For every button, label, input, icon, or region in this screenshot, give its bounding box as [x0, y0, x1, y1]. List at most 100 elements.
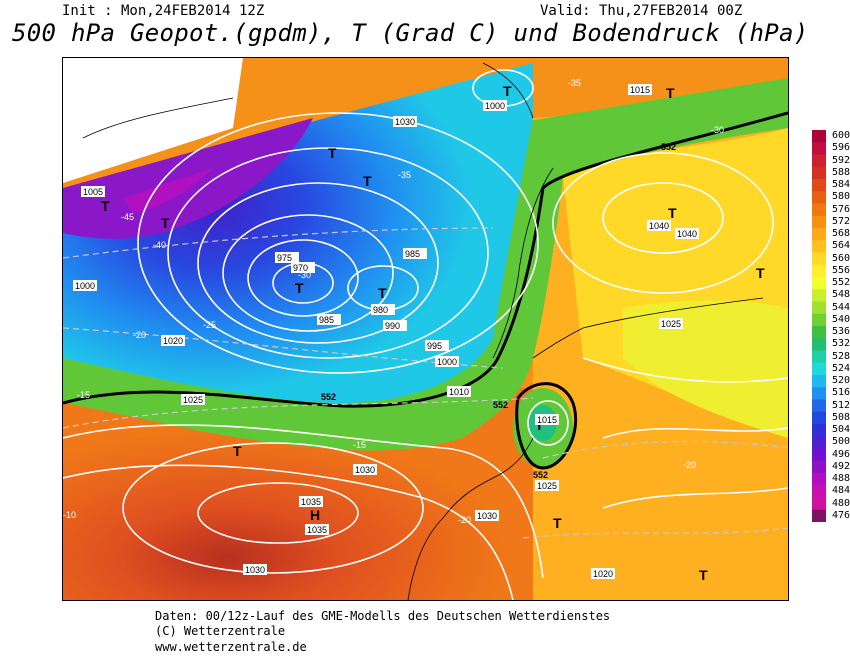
svg-text:1020: 1020: [593, 569, 613, 579]
temp-label: -30: [711, 125, 724, 135]
legend-level-label: 532: [832, 338, 850, 350]
temp-label: -15: [353, 440, 366, 450]
legend-swatch: [812, 203, 826, 217]
coastline: [407, 437, 534, 600]
legend-level-label: 524: [832, 362, 850, 374]
coastline: [532, 297, 764, 359]
temp-label: -45: [121, 212, 134, 222]
coastline: [492, 167, 554, 359]
temp-label: -40: [153, 240, 166, 250]
isobar-label: 985: [403, 248, 427, 259]
chart-title: 500 hPa Geopot.(gpdm), T (Grad C) und Bo…: [12, 19, 809, 47]
isobar-label: 1030: [475, 510, 499, 521]
legend-level-label: 552: [832, 277, 850, 289]
isobar-label: 1040: [647, 220, 671, 231]
legend-swatch: [812, 154, 826, 168]
svg-text:990: 990: [385, 321, 400, 331]
trough-symbol: T: [233, 443, 242, 459]
legend-level-label: 596: [832, 142, 850, 154]
legend-level-label: 544: [832, 301, 850, 313]
legend-swatch: [812, 362, 826, 376]
isobar-label: 1040: [675, 228, 699, 239]
legend-swatch: [812, 142, 826, 155]
svg-text:985: 985: [319, 315, 334, 325]
svg-text:1015: 1015: [537, 415, 557, 425]
legend-level-label: 476: [832, 509, 850, 521]
isobar: [63, 424, 544, 579]
temp-label: -35: [568, 78, 581, 88]
height-label-552: 552: [321, 392, 336, 402]
isobar: [63, 464, 514, 600]
trough-symbol: T: [363, 173, 372, 189]
svg-text:975: 975: [277, 253, 292, 263]
isobar: [197, 182, 439, 344]
isobar-label: 1020: [591, 568, 615, 579]
svg-text:1035: 1035: [301, 497, 321, 507]
svg-text:1030: 1030: [477, 511, 497, 521]
isobar-label: 980: [371, 304, 395, 315]
svg-text:1040: 1040: [677, 229, 697, 239]
isobar-label: 1025: [659, 318, 683, 329]
coldest-core: [123, 168, 213, 213]
legend-swatch: [812, 338, 826, 351]
temp-label: -35: [398, 170, 411, 180]
legend-swatch: [812, 301, 826, 315]
legend-swatch: [812, 166, 826, 180]
height-label-552: 552: [661, 142, 676, 152]
svg-text:1005: 1005: [83, 187, 103, 197]
isobar-label: 1015: [628, 84, 652, 95]
weather-map: H T T T T T T T T T T T T T T 1035 1035 …: [62, 57, 789, 601]
temp-label: -10: [63, 510, 76, 520]
isobar: [602, 487, 788, 509]
legend-swatch: [812, 289, 826, 302]
isobar-label: 970: [291, 262, 315, 273]
legend-swatch: [812, 313, 826, 327]
isotherm: [542, 440, 788, 459]
legend-swatch: [812, 277, 826, 290]
trough-symbol: T: [668, 205, 677, 221]
isobar-label: 1000: [483, 100, 507, 111]
height-label-552: 552: [533, 470, 548, 480]
svg-text:1015: 1015: [630, 85, 650, 95]
height-label-552: 552: [493, 400, 508, 410]
legend-level-label: 580: [832, 191, 850, 203]
legend-swatch: [812, 424, 826, 437]
legend-level-label: 568: [832, 228, 850, 240]
temp-label: -30: [298, 270, 311, 280]
isobar-label: 1000: [73, 280, 97, 291]
isobar: [222, 214, 394, 332]
valid-time-label: Valid: Thu,27FEB2014 00Z: [540, 3, 743, 19]
temp-label: -15: [77, 390, 90, 400]
legend-swatch: [812, 130, 826, 143]
isobar: [602, 182, 724, 254]
svg-text:1025: 1025: [661, 319, 681, 329]
legend-swatch: [812, 436, 826, 449]
isobar: [247, 239, 359, 317]
trough-symbol: T: [553, 515, 562, 531]
svg-text:1000: 1000: [75, 281, 95, 291]
isobar: [552, 152, 774, 294]
trough-symbol: T: [378, 285, 387, 301]
isobar-label: 1000: [435, 356, 459, 367]
legend-swatch: [812, 399, 826, 413]
trough-symbol: T: [666, 85, 675, 101]
legend-level-label: 576: [832, 203, 850, 215]
trough-symbol: T: [295, 280, 304, 296]
svg-text:1025: 1025: [537, 481, 557, 491]
legend-level-label: 492: [832, 460, 850, 472]
isobar-label: 1015: [535, 414, 559, 425]
height-contour-552: [63, 111, 788, 408]
legend-swatch: [812, 375, 826, 388]
legend-swatch: [812, 215, 826, 229]
height-labels: 552 552 552 552: [321, 142, 676, 480]
color-legend-bar: [812, 130, 826, 522]
isotherm: [63, 397, 534, 429]
svg-text:1030: 1030: [395, 117, 415, 127]
isobar-label: 1035: [305, 524, 329, 535]
legend-swatch: [812, 179, 826, 192]
legend-level-label: 508: [832, 411, 850, 423]
legend-level-label: 560: [832, 252, 850, 264]
svg-text:970: 970: [293, 263, 308, 273]
legend-level-label: 528: [832, 350, 850, 362]
trough-symbol: T: [503, 83, 512, 99]
